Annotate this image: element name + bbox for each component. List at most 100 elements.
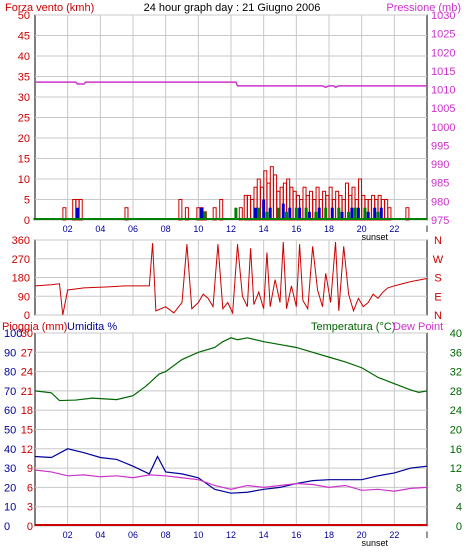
humidity-tick-label: 60	[4, 405, 16, 417]
hour-tick-label: 14	[259, 530, 269, 540]
wind-calm-bar	[285, 211, 289, 220]
sunset-label: sunset	[361, 538, 388, 548]
chart-title: 24 hour graph day : 21 Giugno 2006	[144, 2, 321, 14]
wind-calm-bar	[353, 207, 357, 220]
hour-tick-label: 10	[193, 224, 203, 234]
rain-tick-label: 18	[21, 405, 33, 417]
wind-average-bar	[288, 207, 292, 220]
compass-tick-label: N	[434, 310, 442, 322]
wind-direction-line	[34, 242, 428, 316]
rain-tick-label: 0	[27, 521, 33, 533]
pressure-line	[35, 81, 427, 89]
wind-average-bar	[307, 211, 311, 220]
marks-layer	[33, 81, 428, 526]
wind-average-bar	[373, 207, 377, 220]
hour-tick-label: 22	[389, 530, 399, 540]
pressure-tick-label: 975	[431, 215, 449, 227]
wind-tick-label: 0	[24, 215, 30, 227]
hour-tick-label: 04	[95, 224, 105, 234]
grid-layer	[35, 14, 427, 527]
hour-tick-label: 18	[324, 530, 334, 540]
wind-average-bar	[200, 207, 204, 220]
humidity-tick-label: 0	[4, 521, 10, 533]
wind-average-bar	[379, 207, 383, 220]
wind-gust-bar	[384, 199, 389, 221]
wind-average-bar	[330, 207, 334, 220]
wind-tick-label: 10	[18, 174, 30, 186]
wind-gust-bar	[219, 199, 224, 221]
wind-gust-bar	[273, 174, 278, 221]
pressure-tick-label: 1010	[431, 85, 455, 97]
humidity-tick-label: 100	[4, 328, 22, 340]
hour-tick-label: 20	[357, 530, 367, 540]
hour-tick-label: 12	[226, 224, 236, 234]
pressure-tick-label: 980	[431, 196, 449, 208]
wind-calm-bar	[294, 207, 298, 220]
pressure-tick-label: 990	[431, 159, 449, 171]
temperature-tick-label: 32	[450, 367, 462, 379]
pressure-tick-label: 1005	[431, 103, 455, 115]
wind-average-bar	[366, 211, 370, 220]
wind-average-bar	[262, 199, 266, 220]
wind-speed-label: Forza vento (kmh)	[5, 2, 94, 14]
compass-tick-label: W	[433, 254, 444, 266]
direction-tick-label: 360	[12, 235, 30, 247]
hour-tick-label: 22	[389, 224, 399, 234]
temperature-label: Temperatura (°C)	[311, 321, 395, 333]
wind-calm-bar	[203, 211, 207, 220]
hour-tick-label: 16	[291, 224, 301, 234]
wind-average-bar	[281, 203, 285, 220]
hour-tick-label: 10	[193, 530, 203, 540]
hour-tick-label: 04	[95, 530, 105, 540]
humidity-tick-label: 20	[4, 482, 16, 494]
wind-gust-bar	[178, 199, 183, 221]
temperature-line	[34, 337, 428, 402]
temperature-tick-label: 24	[450, 405, 462, 417]
rain-tick-label: 21	[21, 386, 33, 398]
pressure-tick-label: 1025	[431, 29, 455, 41]
temperature-tick-label: 28	[450, 386, 462, 398]
wind-calm-bar	[234, 207, 238, 220]
humidity-tick-label: 90	[4, 347, 16, 359]
wind-calm-bar	[257, 207, 261, 220]
humidity-line	[34, 448, 428, 494]
rain-tick-label: 15	[21, 425, 33, 437]
wind-gust-bar	[78, 199, 83, 221]
compass-tick-label: S	[434, 273, 441, 285]
wind-calm-bar	[276, 207, 280, 220]
wind-tick-label: 20	[18, 133, 30, 145]
wind-calm-bar	[314, 211, 318, 220]
wind-average-bar	[356, 207, 360, 220]
hour-tick-label: 20	[357, 224, 367, 234]
wind-average-bar	[298, 207, 302, 220]
dewpoint-line	[34, 469, 428, 492]
hour-tick-label: 02	[63, 224, 73, 234]
wind-calm-bar	[324, 207, 328, 220]
wind-tick-label: 30	[18, 92, 30, 104]
hour-tick-label: 16	[291, 530, 301, 540]
temperature-tick-label: 4	[456, 502, 462, 514]
pressure-tick-label: 1020	[431, 47, 455, 59]
wind-tick-label: 15	[18, 154, 30, 166]
temperature-tick-label: 40	[450, 328, 462, 340]
wind-average-bar	[350, 207, 354, 220]
pressure-tick-label: 995	[431, 140, 449, 152]
temperature-tick-label: 16	[450, 444, 462, 456]
wind-average-bar	[340, 211, 344, 220]
hour-tick-label: 06	[128, 224, 138, 234]
direction-tick-label: 0	[24, 310, 30, 322]
rain-tick-label: 3	[27, 502, 33, 514]
humidity-tick-label: 70	[4, 386, 16, 398]
last-hour-tick-label: I	[426, 530, 429, 540]
temperature-tick-label: 36	[450, 347, 462, 359]
wind-calm-bar	[337, 207, 341, 220]
wind-average-bar	[317, 207, 321, 220]
hour-tick-label: 14	[259, 224, 269, 234]
hour-tick-label: 18	[324, 224, 334, 234]
direction-tick-label: 270	[12, 254, 30, 266]
wind-tick-label: 40	[18, 51, 30, 63]
pressure-tick-label: 1000	[431, 122, 455, 134]
compass-tick-label: N	[434, 235, 442, 247]
